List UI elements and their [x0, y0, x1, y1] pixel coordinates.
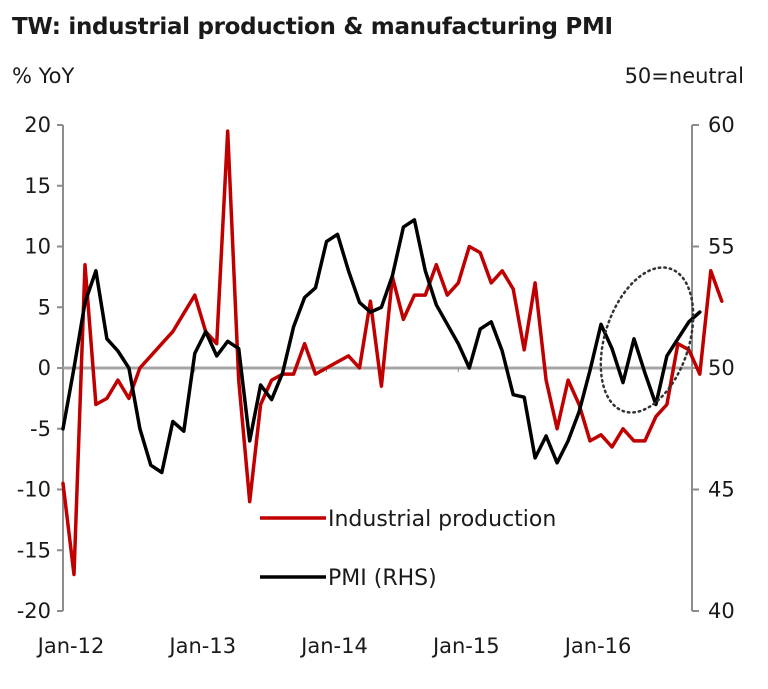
right-axis-tick-label: 55	[708, 235, 735, 259]
right-axis-unit-label: 50=neutral	[624, 64, 744, 88]
legend-label: Industrial production	[328, 507, 556, 532]
left-axis-tick-label: -5	[30, 417, 51, 441]
left-axis-tick-label: -15	[17, 538, 51, 562]
left-axis-tick-label: 20	[24, 113, 51, 137]
series-line-pmi-rhs	[61, 218, 702, 475]
left-axis-tick-label: 10	[24, 235, 51, 259]
right-axis-tick-label: 45	[708, 478, 735, 502]
x-axis-tick-label: Jan-14	[299, 634, 368, 658]
legend: Industrial production PMI (RHS)	[260, 507, 556, 591]
left-axis-tick-label: 0	[38, 356, 51, 380]
right-axis-tick-label: 50	[708, 356, 735, 380]
left-axis-tick-label: 15	[24, 174, 51, 198]
right-axis-tick-label: 60	[708, 113, 735, 137]
right-axis-tick-label: 40	[708, 599, 735, 623]
left-axis-tick-label: -10	[17, 478, 51, 502]
left-axis-unit-label: % YoY	[12, 64, 75, 88]
annotation-group	[599, 266, 695, 414]
legend-label: PMI (RHS)	[328, 566, 437, 591]
highlight-ellipse	[599, 266, 695, 414]
left-axis-tick-label: -20	[17, 599, 51, 623]
x-axis-tick-label: Jan-12	[36, 634, 105, 658]
series-group	[61, 129, 724, 577]
chart-title: TW: industrial production & manufacturin…	[12, 14, 613, 40]
left-axis-tick-label: 5	[38, 295, 51, 319]
x-axis-tick-label: Jan-15	[431, 634, 500, 658]
x-axis-tick-label: Jan-13	[167, 634, 236, 658]
x-axis-tick-label: Jan-16	[563, 634, 632, 658]
